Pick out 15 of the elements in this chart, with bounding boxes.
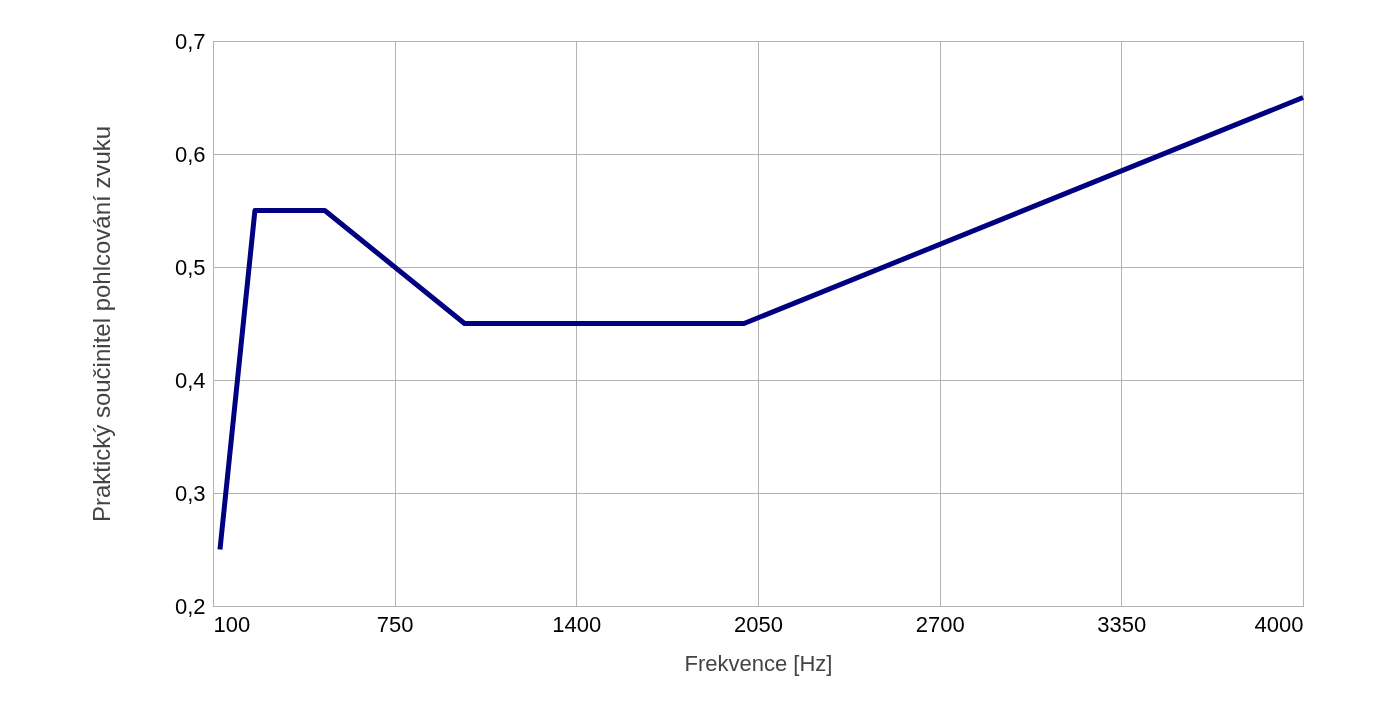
x-axis-title: Frekvence [Hz] [684,650,833,676]
y-tick-label: 0,5 [174,254,206,280]
y-tick-label: 0,4 [174,367,206,393]
x-tick-label: 1400 [552,611,602,637]
y-tick-label: 0,3 [174,480,206,506]
x-tick-label: 100 [213,611,251,637]
x-tick-label: 750 [376,611,414,637]
x-tick-label: 2050 [734,611,783,637]
y-tick-label: 0,2 [174,593,206,619]
x-tick-label: 3350 [1097,611,1147,637]
x-tick-label: 4000 [1254,611,1304,637]
x-tick-label: 2700 [915,611,965,637]
y-axis-title: Praktický součinitel pohlcování zvuku [87,125,115,523]
y-tick-label: 0,7 [174,28,206,54]
y-tick-label: 0,6 [174,141,206,167]
